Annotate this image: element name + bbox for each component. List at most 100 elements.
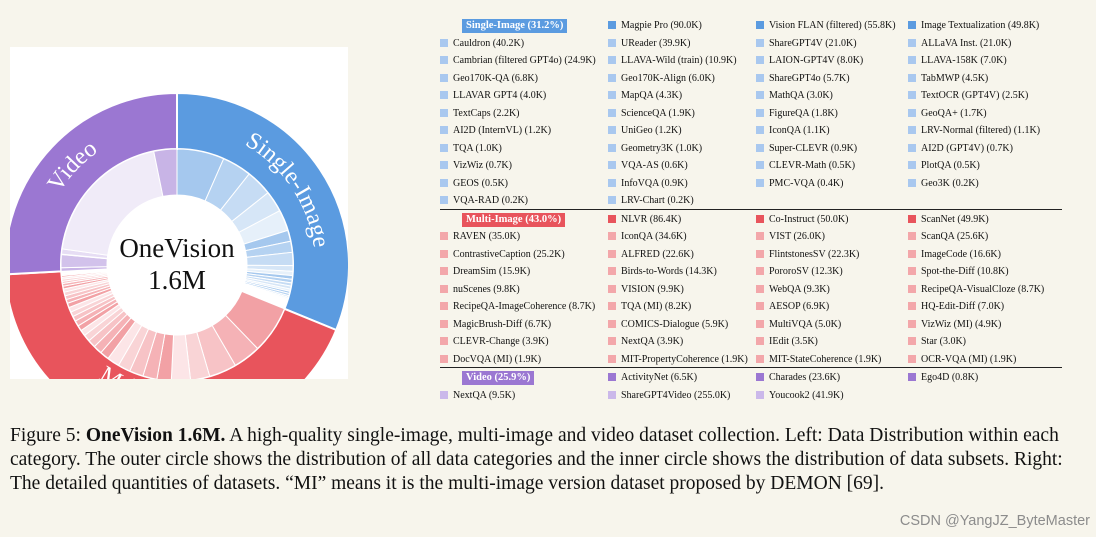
dataset-label: RecipeQA-ImageCoherence (8.7K) (453, 301, 596, 312)
dataset-entry: TQA (1.0K) (440, 142, 502, 156)
dataset-label: Magpie Pro (90.0K) (621, 20, 702, 31)
legend-swatch (440, 196, 448, 204)
dataset-entry: TabMWP (4.5K) (908, 72, 988, 86)
dataset-entry: Cauldron (40.2K) (440, 37, 524, 51)
legend-swatch (908, 91, 916, 99)
legend-swatch (440, 143, 448, 152)
dataset-label: AESOP (6.9K) (769, 301, 830, 312)
legend-swatch (440, 56, 448, 64)
dataset-entry: GEOS (0.5K) (440, 177, 508, 191)
dataset-label: MIT-StateCoherence (1.9K) (769, 353, 882, 365)
dataset-entry: Youcook2 (41.9K) (756, 389, 844, 403)
legend-swatch (440, 319, 448, 328)
dataset-label: Cambrian (filtered GPT4o) (24.9K) (453, 55, 596, 66)
dataset-label: nuScenes (9.8K) (453, 283, 520, 295)
dataset-entry: NextQA (9.5K) (440, 389, 515, 403)
dataset-entry: MIT-PropertyCoherence (1.9K) (608, 353, 748, 367)
dataset-label: IconQA (34.6K) (621, 231, 687, 242)
dataset-label: ALFRED (22.6K) (621, 248, 694, 260)
dataset-entry: LRV-Chart (0.2K) (608, 194, 694, 208)
dataset-entry: AI2D (GPT4V) (0.7K) (908, 142, 1013, 156)
dataset-entry: Co-Instruct (50.0K) (756, 213, 848, 227)
dataset-label: FlintstonesSV (22.3K) (769, 248, 860, 260)
dataset-entry: ShareGPT4Video (255.0K) (608, 389, 730, 403)
legend-swatch (756, 73, 764, 82)
legend-swatch (756, 354, 764, 363)
dataset-label: IconQA (1.1K) (769, 125, 830, 136)
legend-swatch (756, 249, 764, 258)
dataset-entry: MathQA (3.0K) (756, 89, 833, 103)
dataset-entry: MapQA (4.3K) (608, 89, 682, 103)
dataset-entry: Charades (23.6K) (756, 371, 840, 385)
dataset-label: ScienceQA (1.9K) (621, 107, 695, 119)
dataset-entry: Image Textualization (49.8K) (908, 19, 1039, 33)
dataset-label: AI2D (GPT4V) (0.7K) (921, 142, 1013, 154)
legend-swatch (608, 108, 616, 117)
dataset-label: VQA-AS (0.6K) (621, 160, 688, 171)
legend-swatch (908, 126, 916, 134)
legend-swatch (440, 390, 448, 399)
legend-swatch (440, 73, 448, 82)
legend-swatch (608, 232, 616, 240)
dataset-entry: ScanNet (49.9K) (908, 213, 989, 227)
legend-swatch (440, 232, 448, 240)
dataset-label: AI2D (InternVL) (1.2K) (453, 125, 552, 136)
legend-swatch (756, 143, 764, 152)
dataset-entry: IEdit (3.5K) (756, 335, 818, 349)
legend-swatch (756, 38, 764, 47)
dataset-entry: IconQA (1.1K) (756, 124, 830, 138)
dataset-label: ShareGPT4Video (255.0K) (621, 389, 731, 401)
dataset-label: PlotQA (0.5K) (921, 160, 980, 171)
dataset-label: WebQA (9.3K) (769, 283, 830, 295)
dataset-entry: LRV-Normal (filtered) (1.1K) (908, 124, 1040, 138)
dataset-label: GeoQA+ (1.7K) (921, 107, 987, 119)
legend-swatch (756, 178, 764, 187)
dataset-label: Cauldron (40.2K) (453, 37, 525, 49)
dataset-label: ScanQA (25.6K) (921, 231, 989, 242)
dataset-entry: DocVQA (MI) (1.9K) (440, 353, 541, 367)
dataset-label: ShareGPT4o (5.7K) (769, 72, 850, 84)
dataset-label: COMICS-Dialogue (5.9K) (621, 318, 729, 330)
dataset-label: UReader (39.9K) (621, 37, 691, 49)
dataset-entry: Spot-the-Diff (10.8K) (908, 265, 1009, 279)
dataset-entry: Ego4D (0.8K) (908, 371, 978, 385)
legend-swatch (908, 56, 916, 64)
legend-swatch (756, 56, 764, 64)
dataset-label: LLAVAR GPT4 (4.0K) (453, 90, 547, 101)
legend-swatch (756, 108, 764, 117)
dataset-entry: RecipeQA-ImageCoherence (8.7K) (440, 300, 595, 314)
dataset-entry: MagicBrush-Diff (6.7K) (440, 318, 551, 332)
legend-swatch (908, 161, 916, 169)
dataset-label: OCR-VQA (MI) (1.9K) (921, 353, 1017, 365)
legend-swatch (908, 249, 916, 258)
dataset-label: LAION-GPT4V (8.0K) (769, 55, 864, 66)
dataset-entry: TextOCR (GPT4V) (2.5K) (908, 89, 1028, 103)
dataset-entry: CLEVR-Math (0.5K) (756, 159, 855, 173)
dataset-entry: ContrastiveCaption (25.2K) (440, 248, 565, 262)
legend-swatch (756, 21, 764, 29)
section-divider (440, 367, 1062, 368)
dataset-label: Star (3.0K) (921, 336, 966, 347)
dataset-entry: MIT-StateCoherence (1.9K) (756, 353, 881, 367)
dataset-label: LLAVA-Wild (train) (10.9K) (621, 55, 737, 66)
dataset-label: Geo3K (0.2K) (921, 177, 979, 189)
dataset-label: IEdit (3.5K) (769, 336, 818, 347)
dataset-label: TabMWP (4.5K) (921, 72, 989, 84)
dataset-entry: VISION (9.9K) (608, 283, 684, 297)
legend-swatch (756, 337, 764, 345)
legend-swatch (608, 56, 616, 64)
sunburst-chart-panel: Single-ImageMulti-ImageVideoOneVision1.6… (10, 47, 348, 379)
dataset-label: Image Textualization (49.8K) (921, 20, 1040, 31)
legend-swatch (440, 178, 448, 187)
center-hole (107, 195, 247, 335)
legend-swatch (440, 126, 448, 134)
dataset-label: VizWiz (0.7K) (453, 160, 512, 171)
legend-swatch (440, 249, 448, 258)
legend-swatch (608, 354, 616, 363)
dataset-label: FigureQA (1.8K) (769, 107, 838, 119)
dataset-entry: FigureQA (1.8K) (756, 107, 838, 121)
dataset-label: VQA-RAD (0.2K) (453, 195, 528, 206)
legend-swatch (608, 302, 616, 310)
dataset-label: Youcook2 (41.9K) (769, 389, 844, 401)
legend-swatch (756, 302, 764, 310)
